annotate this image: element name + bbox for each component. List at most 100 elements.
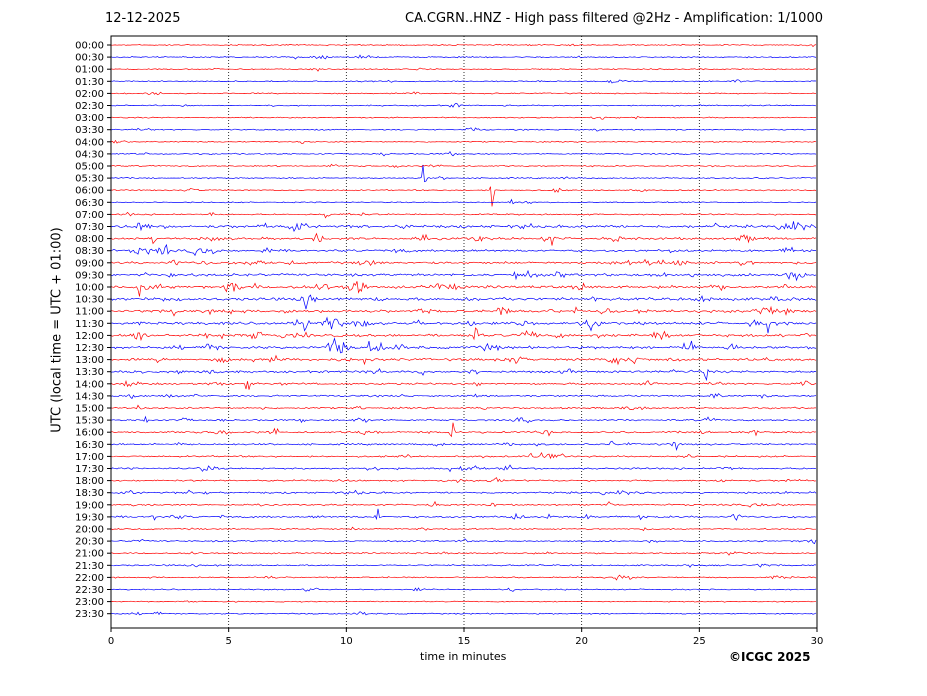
y-tick-label-1630: 16:30 [75, 440, 104, 451]
trace-row-2300 [110, 600, 816, 603]
trace-row-1430 [110, 393, 817, 400]
trace-row-1200 [110, 327, 817, 342]
trace-row-2130 [110, 563, 817, 568]
trace-row-0630 [110, 198, 817, 205]
trace-row-2030 [110, 538, 817, 545]
y-tick-label-1200: 12:00 [75, 331, 104, 342]
trace-row-0930 [110, 269, 817, 282]
trace-row-0900 [110, 258, 817, 267]
y-tick-label-0830: 08:30 [75, 246, 104, 257]
y-tick-label-1700: 17:00 [75, 452, 104, 463]
trace-row-1900 [110, 500, 816, 508]
y-tick-label-0430: 04:30 [75, 149, 104, 160]
y-tick-label-2100: 21:00 [75, 549, 104, 560]
y-tick-label-1030: 10:30 [75, 295, 104, 306]
x-tick-label-15: 15 [458, 636, 471, 647]
y-tick-label-0600: 06:00 [75, 186, 104, 197]
y-tick-label-1800: 18:00 [75, 476, 104, 487]
trace-row-1230 [110, 337, 817, 354]
y-tick-label-0800: 08:00 [75, 234, 104, 245]
y-tick-label-0630: 06:30 [75, 198, 104, 209]
trace-row-0830 [110, 243, 817, 257]
trace-row-1000 [110, 281, 817, 297]
y-tick-label-0930: 09:30 [75, 270, 104, 281]
y-tick-label-1230: 12:30 [75, 343, 104, 354]
y-tick-label-2230: 22:30 [75, 585, 104, 596]
trace-row-1800 [110, 477, 817, 484]
trace-row-2200 [110, 574, 817, 581]
y-tick-label-0000: 00:00 [75, 41, 104, 52]
trace-row-0300 [110, 116, 817, 120]
trace-row-0800 [110, 232, 817, 246]
y-tick-label-0030: 00:30 [75, 53, 104, 64]
trace-row-0730 [110, 221, 817, 233]
y-tick-label-2130: 21:30 [75, 561, 104, 572]
x-tick-labels: 0 5 10 15 20 25 30 [108, 628, 824, 647]
trace-row-0130 [110, 79, 817, 84]
y-tick-label-1530: 15:30 [75, 416, 104, 427]
trace-row-0600 [111, 186, 817, 207]
trace-row-0700 [110, 211, 817, 219]
trace-row-1300 [110, 354, 817, 366]
y-tick-label-1600: 16:00 [75, 428, 104, 439]
trace-row-0400 [110, 139, 817, 144]
trace-row-1600 [110, 422, 817, 438]
trace-row-1500 [110, 404, 816, 411]
x-tick-label-30: 30 [811, 636, 824, 647]
chart-title: CA.CGRN..HNZ - High pass filtered @2Hz -… [405, 11, 823, 26]
trace-row-0330 [110, 127, 817, 132]
trace-row-1630 [110, 440, 817, 451]
trace-row-1930 [110, 508, 817, 521]
trace-row-0430 [110, 150, 817, 157]
y-tick-label-1300: 13:00 [75, 355, 104, 366]
y-tick-label-0300: 03:00 [75, 113, 104, 124]
y-tick-label-0700: 07:00 [75, 210, 104, 221]
y-tick-label-1000: 10:00 [75, 283, 104, 294]
y-tick-label-0130: 01:30 [75, 77, 104, 88]
y-tick-label-1730: 17:30 [75, 464, 104, 475]
trace-row-1730 [110, 464, 817, 473]
copyright-credit: ©ICGC 2025 [729, 650, 811, 664]
trace-row-1400 [110, 380, 817, 390]
trace-row-1100 [110, 305, 817, 317]
trace-row-1700 [110, 451, 817, 460]
y-tick-label-2330: 23:30 [75, 609, 104, 620]
y-tick-label-0200: 02:00 [75, 89, 104, 100]
y-tick-label-0730: 07:30 [75, 222, 104, 233]
y-tick-labels: 00:0000:3001:0001:3002:0002:3003:0003:30… [75, 41, 111, 620]
trace-rows [110, 43, 817, 616]
trace-row-1330 [110, 367, 817, 382]
y-tick-label-1830: 18:30 [75, 488, 104, 499]
trace-row-0000 [110, 43, 817, 48]
x-tick-label-0: 0 [108, 636, 114, 647]
y-tick-label-2300: 23:00 [75, 597, 104, 608]
trace-row-1530 [110, 415, 817, 424]
trace-row-0530 [110, 165, 816, 183]
x-tick-label-25: 25 [693, 636, 706, 647]
x-axis-label: time in minutes [420, 650, 507, 663]
y-tick-label-1430: 14:30 [75, 391, 104, 402]
y-axis-label: UTC (local time = UTC + 01:00) [49, 227, 65, 433]
y-tick-label-2200: 22:00 [75, 573, 104, 584]
y-tick-label-0230: 02:30 [75, 101, 104, 112]
y-tick-label-1100: 11:00 [75, 307, 104, 318]
plot-frame [110, 35, 818, 629]
trace-row-0500 [110, 163, 816, 168]
trace-row-2330 [110, 611, 817, 616]
y-tick-label-1900: 19:00 [75, 500, 104, 511]
trace-row-1130 [110, 316, 817, 334]
trace-row-2100 [110, 551, 817, 556]
trace-row-0200 [110, 91, 817, 96]
trace-row-2230 [110, 587, 817, 592]
y-tick-label-2030: 20:30 [75, 537, 104, 548]
date-label: 12-12-2025 [105, 11, 181, 26]
y-tick-label-1930: 19:30 [75, 512, 104, 523]
trace-row-0030 [110, 54, 817, 60]
trace-row-0230 [110, 102, 817, 108]
x-tick-label-20: 20 [575, 636, 588, 647]
y-tick-label-0500: 05:00 [75, 162, 104, 173]
y-tick-label-0330: 03:30 [75, 125, 104, 136]
trace-row-0100 [110, 67, 817, 72]
trace-row-2000 [110, 526, 816, 532]
